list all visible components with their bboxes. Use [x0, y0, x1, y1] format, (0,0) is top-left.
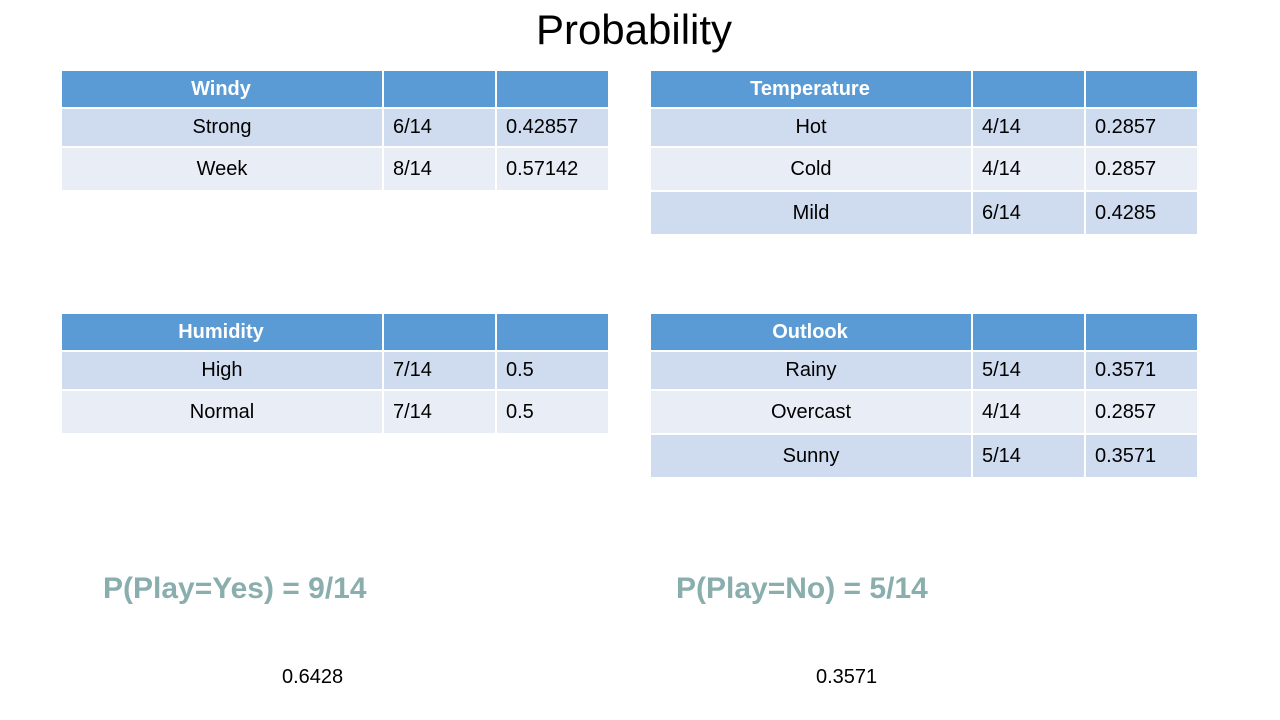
- table-header-empty: [1085, 314, 1199, 352]
- row-label: Week: [62, 147, 384, 192]
- prior-yes-label: P(Play=Yes) = 9/14: [103, 572, 367, 605]
- table-row: Strong 6/14 0.42857: [62, 108, 610, 148]
- table-header-empty: [496, 314, 610, 352]
- row-label: Overcast: [651, 390, 973, 435]
- table-header-row: Windy: [62, 71, 610, 109]
- row-label: Normal: [62, 390, 384, 435]
- outlook-table: Outlook Rainy 5/14 0.3571 Overcast 4/14 …: [651, 314, 1199, 479]
- row-label: Hot: [651, 108, 973, 148]
- table-row: Rainy 5/14 0.3571: [651, 351, 1199, 391]
- table-header: Temperature: [651, 71, 973, 109]
- row-label: Strong: [62, 108, 384, 148]
- row-fraction: 7/14: [383, 351, 497, 391]
- row-value: 0.57142: [496, 147, 610, 192]
- row-label: Mild: [651, 191, 973, 236]
- row-fraction: 5/14: [972, 434, 1086, 479]
- table-row: Cold 4/14 0.2857: [651, 147, 1199, 192]
- table-header: Windy: [62, 71, 384, 109]
- slide-title: Probability: [535, 6, 733, 53]
- windy-table: Windy Strong 6/14 0.42857 Week 8/14 0.57…: [62, 71, 610, 192]
- row-label: Sunny: [651, 434, 973, 479]
- row-label: High: [62, 351, 384, 391]
- row-fraction: 4/14: [972, 390, 1086, 435]
- table-header-row: Humidity: [62, 314, 610, 352]
- table-header-empty: [496, 71, 610, 109]
- row-fraction: 6/14: [383, 108, 497, 148]
- table-header-empty: [972, 314, 1086, 352]
- table-header-empty: [1085, 71, 1199, 109]
- row-fraction: 4/14: [972, 108, 1086, 148]
- temperature-table: Temperature Hot 4/14 0.2857 Cold 4/14 0.…: [651, 71, 1199, 236]
- table-row: Overcast 4/14 0.2857: [651, 390, 1199, 435]
- table-row: High 7/14 0.5: [62, 351, 610, 391]
- row-label: Cold: [651, 147, 973, 192]
- row-fraction: 6/14: [972, 191, 1086, 236]
- table-row: Sunny 5/14 0.3571: [651, 434, 1199, 479]
- row-label: Rainy: [651, 351, 973, 391]
- table-header-empty: [383, 71, 497, 109]
- row-value: 0.3571: [1085, 351, 1199, 391]
- row-value: 0.4285: [1085, 191, 1199, 236]
- table-row: Normal 7/14 0.5: [62, 390, 610, 435]
- humidity-table: Humidity High 7/14 0.5 Normal 7/14 0.5: [62, 314, 610, 435]
- row-value: 0.2857: [1085, 147, 1199, 192]
- row-value: 0.2857: [1085, 390, 1199, 435]
- prior-yes-value: 0.6428: [282, 666, 344, 688]
- table-header-empty: [972, 71, 1086, 109]
- row-value: 0.42857: [496, 108, 610, 148]
- row-fraction: 5/14: [972, 351, 1086, 391]
- row-fraction: 8/14: [383, 147, 497, 192]
- table-header: Outlook: [651, 314, 973, 352]
- table-row: Hot 4/14 0.2857: [651, 108, 1199, 148]
- row-fraction: 7/14: [383, 390, 497, 435]
- table-header-empty: [383, 314, 497, 352]
- row-value: 0.5: [496, 390, 610, 435]
- table-header: Humidity: [62, 314, 384, 352]
- table-header-row: Temperature: [651, 71, 1199, 109]
- prior-no-value: 0.3571: [816, 666, 878, 688]
- row-value: 0.5: [496, 351, 610, 391]
- prior-no-label: P(Play=No) = 5/14: [676, 572, 928, 605]
- table-row: Week 8/14 0.57142: [62, 147, 610, 192]
- table-header-row: Outlook: [651, 314, 1199, 352]
- row-value: 0.3571: [1085, 434, 1199, 479]
- table-row: Mild 6/14 0.4285: [651, 191, 1199, 236]
- row-value: 0.2857: [1085, 108, 1199, 148]
- row-fraction: 4/14: [972, 147, 1086, 192]
